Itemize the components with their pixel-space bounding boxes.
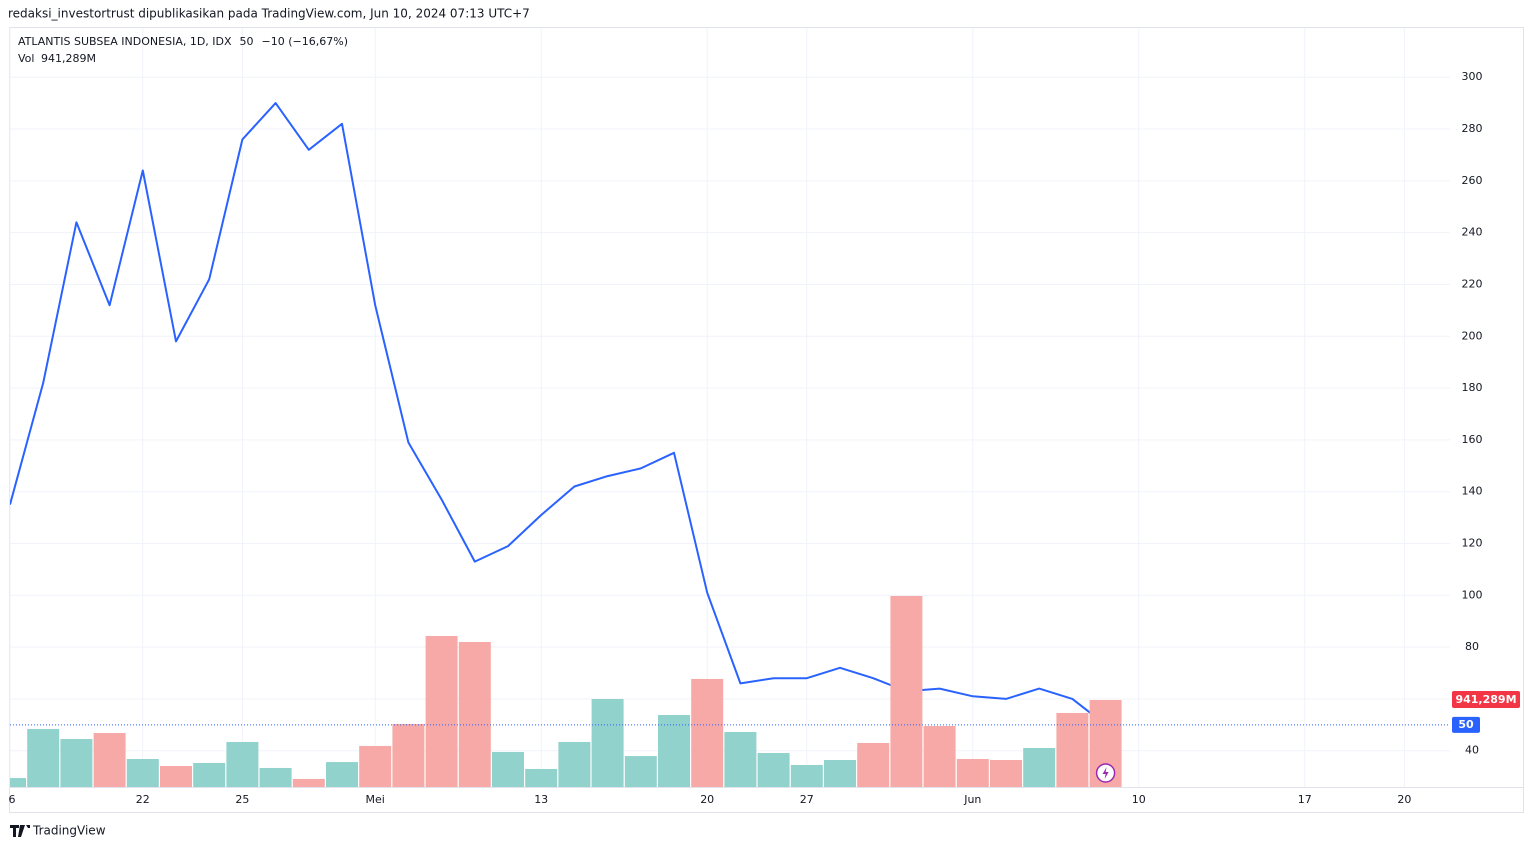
volume-bar (93, 733, 126, 787)
volume-bar (1023, 747, 1056, 787)
x-tick-label: 17 (1298, 793, 1312, 806)
volume-price-box (1452, 691, 1520, 709)
volume-bar (10, 778, 26, 787)
y-tick-label: 280 (1462, 122, 1483, 135)
y-tick-label: 140 (1462, 485, 1483, 498)
volume-bar (226, 741, 259, 787)
volume-bar (292, 778, 325, 787)
volume-bar (259, 767, 292, 787)
volume-bar (126, 758, 159, 787)
y-tick-label: 180 (1462, 381, 1483, 394)
y-tick-label: 160 (1462, 433, 1483, 446)
volume-bar (326, 762, 358, 787)
volume-bar (857, 743, 890, 787)
attribution: redaksi_investortrust dipublikasikan pad… (8, 7, 530, 21)
volume-bar (923, 725, 956, 787)
x-tick-label: 20 (1397, 793, 1411, 806)
y-tick-label: 100 (1462, 588, 1483, 601)
volume-bar (591, 699, 624, 787)
x-tick-label: 6 (9, 793, 16, 806)
legend: ATLANTIS SUBSEA INDONESIA, 1D, IDX 50 −1… (18, 35, 348, 65)
y-tick-label: 40 (1465, 744, 1479, 757)
volume-bar (1056, 712, 1089, 787)
legend-volume-value: 941,289M (41, 52, 96, 65)
x-tick-label: 13 (534, 793, 548, 806)
price-line (10, 102, 1107, 726)
grid (9, 28, 1450, 787)
y-tick-label: 120 (1462, 536, 1483, 549)
volume-bar (359, 745, 392, 787)
y-tick-label: 240 (1462, 226, 1483, 239)
legend-symbol: ATLANTIS SUBSEA INDONESIA, 1D, IDX (18, 35, 232, 48)
volume-bar (425, 635, 458, 787)
volume-bar (790, 765, 823, 787)
x-tick-label: Jun (963, 793, 981, 806)
volume-bar (824, 760, 856, 787)
volume-bar (658, 715, 690, 787)
last-price-box (1452, 716, 1480, 733)
volume-price-label: 941,289M (1455, 693, 1516, 706)
legend-last-value: 50 (240, 35, 254, 48)
volume-bar (160, 766, 192, 787)
legend-change: −10 (−16,67%) (262, 35, 348, 48)
volume-bar (392, 723, 425, 787)
volume-bar (193, 762, 226, 787)
volume-bar (458, 641, 491, 787)
x-tick-label: 22 (136, 793, 150, 806)
footer-logo (10, 825, 30, 837)
footer: TradingView (32, 824, 106, 838)
x-tick-label: 27 (800, 793, 814, 806)
volume-bar (724, 732, 757, 787)
volume-bar (990, 760, 1022, 787)
volume-bar (60, 739, 93, 787)
volume-bar (624, 756, 657, 787)
volume-bar (558, 741, 591, 787)
volume-bar (956, 758, 989, 787)
y-tick-label: 220 (1462, 277, 1483, 290)
y-tick-label: 300 (1462, 70, 1483, 83)
volume-bar (525, 768, 558, 787)
x-tick-label: Mei (366, 793, 385, 806)
x-tick-label: 25 (235, 793, 249, 806)
volume-bar (890, 595, 923, 787)
y-tick-label: 80 (1465, 640, 1479, 653)
y-tick-label: 200 (1462, 329, 1483, 342)
y-tick-label: 260 (1462, 174, 1483, 187)
plot-area (10, 102, 1450, 787)
volume-bar (492, 751, 524, 787)
last-price-label: 50 (1458, 718, 1474, 731)
volume-bar (27, 728, 60, 787)
volume-bar (757, 752, 790, 787)
alert-icon-bolt (1102, 767, 1109, 779)
axes: 4060801001201401601802002202402602803006… (9, 70, 1520, 806)
legend-volume-name: Vol (18, 52, 34, 65)
alert-icon (1095, 763, 1116, 783)
volume-bar (691, 678, 724, 787)
x-tick-label: 20 (700, 793, 714, 806)
x-tick-label: 10 (1132, 793, 1146, 806)
